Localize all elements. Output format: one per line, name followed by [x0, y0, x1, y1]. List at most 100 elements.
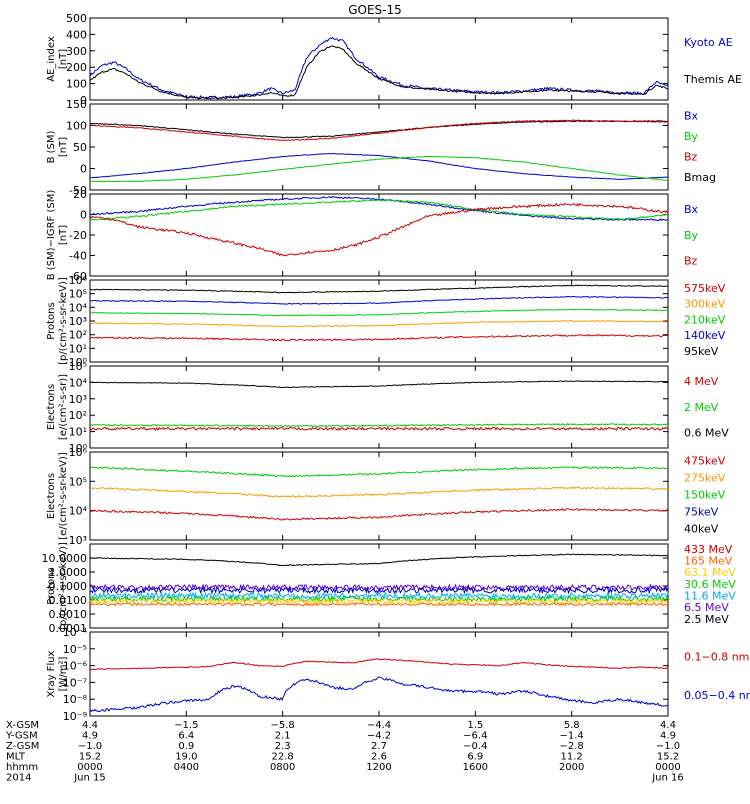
y-tick-label-xray: 10⁻⁸: [63, 693, 88, 706]
ephemeris-row-label: Z-GSM: [6, 741, 39, 752]
series-b_sm-Bx: [89, 152, 669, 181]
series-b_sm-By: [89, 155, 668, 183]
y-tick-label-electrons_mev: 10²: [69, 409, 87, 422]
legend-entry-b_sm: Bmag: [684, 171, 716, 184]
ephemeris-value: −1.5: [174, 720, 198, 731]
ephemeris-value: 1600: [463, 762, 488, 773]
ephemeris-row-label: X-GSM: [6, 720, 39, 731]
legend-entry-protons_mev: 63.1 MeV: [684, 566, 736, 579]
ephemeris-value: 0000: [77, 762, 102, 773]
legend-entry-electrons_kev: 75keV: [684, 505, 719, 518]
legend-entry-protons_mev: 6.5 MeV: [684, 601, 729, 614]
y-tick-label-ae_index: 200: [66, 61, 87, 74]
y-axis-label-electrons_kev: Electrons: [46, 473, 57, 519]
ephemeris-value: 2000: [559, 762, 584, 773]
plot-title: GOES-15: [348, 3, 402, 17]
y-tick-label-protons: 10¹: [69, 342, 87, 355]
y-tick-label-electrons_mev: 10¹: [69, 426, 87, 439]
ephemeris-value: 2.7: [371, 741, 387, 752]
ephemeris-value: Jun 15: [73, 773, 106, 784]
y-axis-label-protons_mev: [p/(cm²-s-sr-keV)]: [58, 542, 69, 630]
ephemeris-value: −1.0: [656, 741, 680, 752]
ephemeris-value: 4.4: [82, 720, 98, 731]
series-electrons_mev-4-MeV: [89, 426, 669, 431]
y-tick-label-protons_mev: 0.0100: [49, 594, 88, 607]
legend-entry-protons: 210keV: [684, 313, 726, 326]
panel-frame-b_minus_igrf: [89, 193, 669, 277]
series-b_sm-Bz: [89, 119, 669, 142]
ephemeris-value: −5.8: [271, 720, 295, 731]
y-tick-label-b_sm: 150: [66, 98, 87, 111]
y-tick-label-protons: 10⁶: [69, 274, 88, 287]
series-protons_mev-433-MeV: [89, 601, 669, 607]
y-axis-label-electrons_mev: Electrons: [46, 384, 57, 430]
y-tick-label-protons_mev: 0.0001: [49, 622, 88, 635]
series-ae_index-Themis-AE: [89, 45, 669, 100]
series-b_minus_igrf-By: [89, 199, 669, 221]
ephemeris-row-label: MLT: [6, 752, 26, 763]
ephemeris-value: −2.8: [560, 741, 584, 752]
ephemeris-row-label: 2014: [6, 773, 31, 784]
y-axis-label-electrons_mev: [e/(cm²-s-sr)]: [58, 374, 69, 440]
y-tick-label-electrons_mev: 10⁵: [69, 360, 87, 373]
y-tick-label-ae_index: 0: [80, 94, 87, 107]
y-axis-label-electrons_kev: [e/(cm²-s-sr-keV)]: [58, 452, 69, 540]
y-tick-label-electrons_mev: 10⁴: [69, 376, 88, 389]
series-xray-0.05-0.4-nm: [89, 676, 669, 713]
ephemeris-value: −1.4: [560, 731, 584, 742]
ephemeris-value: 0400: [174, 762, 199, 773]
y-tick-label-protons_mev: 0.1000: [49, 580, 88, 593]
y-axis-label-b_sm: B (SM): [46, 130, 57, 163]
legend-entry-b_sm: By: [684, 130, 699, 143]
y-tick-label-xray: 10⁻⁹: [63, 710, 87, 723]
legend-entry-electrons_mev: 4 MeV: [684, 375, 719, 388]
legend-entry-b_sm: Bx: [684, 109, 699, 122]
legend-entry-b_minus_igrf: Bz: [684, 254, 698, 267]
y-tick-label-protons_mev: 0.0010: [49, 608, 88, 621]
y-axis-label-b_minus_igrf: B (SM)−IGRF (SM): [46, 190, 57, 281]
y-tick-label-protons: 10⁴: [69, 301, 88, 314]
y-tick-label-xray: 10⁻⁷: [63, 676, 87, 689]
y-axis-label-ae_index: AE_index: [46, 36, 57, 82]
y-tick-label-electrons_kev: 10⁶: [69, 446, 88, 459]
series-electrons_kev-150keV: [89, 466, 669, 478]
y-axis-label-b_sm: [nT]: [58, 137, 69, 157]
ephemeris-value: 4.4: [660, 720, 676, 731]
ephemeris-value: 15.2: [79, 752, 101, 763]
ephemeris-value: Jun 16: [651, 773, 684, 784]
series-electrons_kev-275keV: [90, 486, 669, 498]
ephemeris-value: 2.3: [275, 741, 291, 752]
panel-frame-ae_index: [89, 17, 669, 101]
legend-entry-protons: 575keV: [684, 282, 726, 295]
legend-entry-b_minus_igrf: Bx: [684, 203, 699, 216]
y-axis-label-b_minus_igrf: [nT]: [58, 225, 69, 245]
y-axis-label-ae_index: [nT]: [58, 49, 69, 69]
series-b_sm-Bmag: [89, 120, 669, 139]
y-tick-label-b_sm: 0: [80, 163, 87, 176]
y-tick-label-protons_mev: 10.0000: [42, 552, 88, 565]
legend-entry-b_minus_igrf: By: [684, 229, 699, 242]
legend-entry-electrons_mev: 2 MeV: [684, 401, 719, 414]
y-tick-label-b_sm: 50: [73, 141, 87, 154]
ephemeris-value: 1200: [366, 762, 391, 773]
ephemeris-value: 15.2: [657, 752, 679, 763]
ephemeris-value: 0.9: [178, 741, 194, 752]
panel-frame-b_sm: [89, 103, 669, 191]
series-electrons_mev-0.6-MeV: [89, 380, 668, 389]
ephemeris-value: 4.9: [82, 731, 98, 742]
legend-entry-electrons_kev: 475keV: [684, 455, 726, 468]
legend-entry-protons_mev: 11.6 MeV: [684, 589, 736, 602]
y-tick-label-protons: 10⁵: [69, 288, 87, 301]
ephemeris-value: −6.4: [463, 731, 487, 742]
y-tick-label-b_minus_igrf: -60: [69, 270, 87, 283]
y-axis-label-xray: Xray Flux: [46, 650, 57, 697]
legend-entry-electrons_mev: 0.6 MeV: [684, 426, 729, 439]
ephemeris-value: −0.4: [463, 741, 487, 752]
y-tick-label-b_sm: -50: [69, 184, 87, 197]
ephemeris-value: 2.1: [275, 731, 291, 742]
y-tick-label-xray: 10⁻⁵: [63, 643, 87, 656]
ephemeris-value: 4.9: [660, 731, 676, 742]
legend-entry-protons_mev: 433 MeV: [684, 543, 733, 556]
